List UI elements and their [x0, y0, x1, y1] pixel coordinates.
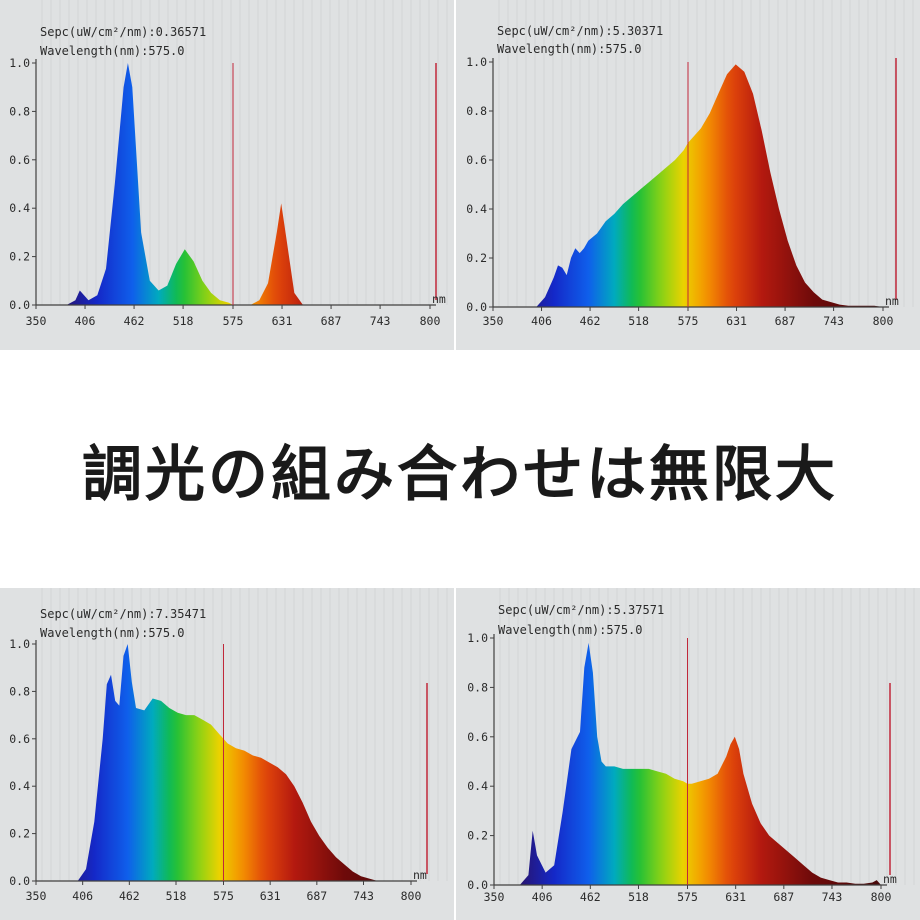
x-tick-label: 518 [628, 314, 649, 328]
x-unit-label: nm [883, 872, 897, 886]
chart-panel-2: 0.0 0.2 0.4 0.6 0.8 1.0 350 406 462 518 575 631 687 7… [456, 0, 920, 350]
x-tick-label: 462 [580, 890, 601, 904]
chart-panel-3: 0.0 0.2 0.4 0.6 0.8 1.0 350 406 462 518 575 631 687 7… [0, 588, 454, 920]
banner-title: 調光の組み合わせは無限大 [82, 439, 838, 510]
x-tick-label: 350 [484, 890, 505, 904]
y-tick-label: 0.6 [467, 730, 488, 744]
x-tick-label: 518 [166, 889, 187, 903]
chart-panel-1: 0.0 0.2 0.4 0.6 0.8 1.0 350 406 462 518 575 631 687 7… [0, 0, 454, 350]
y-tick-label: 0.8 [467, 680, 488, 694]
x-tick-label: 800 [401, 889, 422, 903]
x-tick-label: 518 [173, 314, 194, 328]
x-tick-label: 687 [306, 889, 327, 903]
x-tick-label: 575 [213, 889, 234, 903]
x-tick-label: 743 [353, 889, 374, 903]
wavelength-readout: Wavelength(nm):575.0 [498, 623, 643, 637]
x-tick-label: 687 [321, 314, 342, 328]
y-tick-label: 0.2 [9, 827, 30, 841]
y-tick-label: 0.2 [467, 829, 488, 843]
x-tick-label: 575 [677, 890, 698, 904]
x-tick-label: 800 [871, 890, 892, 904]
y-tick-label: 0.0 [467, 878, 488, 892]
y-tick-label: 1.0 [466, 55, 487, 69]
y-tick-label: 0.0 [466, 300, 487, 314]
x-tick-label: 631 [260, 889, 281, 903]
sepc-readout: Sepc(uW/cm²/nm):5.37571 [498, 603, 664, 617]
x-tick-label: 462 [124, 314, 145, 328]
banner: 調光の組み合わせは無限大 [0, 352, 920, 586]
spectrum-chart-1: 0.0 0.2 0.4 0.6 0.8 1.0 350 406 462 518 575 631 687 7… [9, 0, 448, 328]
x-tick-label: 631 [725, 890, 746, 904]
y-tick-label: 0.6 [466, 153, 487, 167]
x-tick-label: 800 [420, 314, 441, 328]
x-unit-label: nm [413, 868, 427, 882]
spectrum-area [519, 642, 881, 885]
y-tick-label: 0.0 [9, 298, 30, 312]
wavelength-readout: Wavelength(nm):575.0 [40, 626, 185, 640]
x-tick-label: 800 [873, 314, 894, 328]
x-tick-label: 575 [678, 314, 699, 328]
y-tick-label: 0.2 [466, 251, 487, 265]
x-tick-label: 462 [119, 889, 140, 903]
x-tick-label: 350 [26, 314, 47, 328]
x-tick-label: 518 [628, 890, 649, 904]
x-tick-label: 743 [823, 314, 844, 328]
sepc-readout: Sepc(uW/cm²/nm):0.36571 [40, 25, 206, 39]
x-tick-label: 743 [370, 314, 391, 328]
chart-panel-4: 0.0 0.2 0.4 0.6 0.8 1.0 350 406 462 518 575 631 687 7… [456, 588, 920, 920]
y-tick-label: 0.4 [9, 201, 30, 215]
y-tick-label: 1.0 [467, 631, 488, 645]
x-tick-label: 406 [531, 314, 552, 328]
x-unit-label: nm [885, 294, 899, 308]
spectrum-chart-4: 0.0 0.2 0.4 0.6 0.8 1.0 350 406 462 518 575 631 687 7… [467, 588, 915, 904]
y-tick-label: 1.0 [9, 56, 30, 70]
x-tick-label: 406 [72, 889, 93, 903]
y-tick-label: 0.6 [9, 732, 30, 746]
x-tick-label: 687 [773, 890, 794, 904]
x-tick-label: 631 [272, 314, 293, 328]
x-tick-label: 406 [75, 314, 96, 328]
y-tick-label: 1.0 [9, 637, 30, 651]
spectrum-chart-3: 0.0 0.2 0.4 0.6 0.8 1.0 350 406 462 518 575 631 687 7… [9, 588, 448, 903]
sepc-readout: Sepc(uW/cm²/nm):5.30371 [497, 24, 663, 38]
y-tick-label: 0.0 [9, 874, 30, 888]
spectrum-chart-2: 0.0 0.2 0.4 0.6 0.8 1.0 350 406 462 518 575 631 687 7… [466, 0, 914, 328]
x-tick-label: 350 [26, 889, 47, 903]
x-tick-label: 462 [580, 314, 601, 328]
y-tick-label: 0.8 [9, 104, 30, 118]
wavelength-readout: Wavelength(nm):575.0 [40, 44, 185, 58]
y-tick-label: 0.8 [9, 684, 30, 698]
x-tick-label: 350 [483, 314, 504, 328]
x-tick-label: 743 [822, 890, 843, 904]
y-tick-label: 0.8 [466, 104, 487, 118]
x-tick-label: 631 [726, 314, 747, 328]
wavelength-readout: Wavelength(nm):575.0 [497, 42, 642, 56]
spectrum-area [66, 63, 303, 305]
y-tick-label: 0.4 [466, 202, 487, 216]
sepc-readout: Sepc(uW/cm²/nm):7.35471 [40, 607, 206, 621]
x-tick-label: 575 [223, 314, 244, 328]
y-tick-label: 0.2 [9, 250, 30, 264]
x-unit-label: nm [432, 292, 446, 306]
y-tick-label: 0.4 [467, 779, 488, 793]
spectrum-area [77, 644, 378, 881]
x-tick-label: 687 [775, 314, 796, 328]
y-tick-label: 0.6 [9, 153, 30, 167]
spectrum-area [536, 64, 883, 308]
x-tick-label: 406 [532, 890, 553, 904]
y-tick-label: 0.4 [9, 779, 30, 793]
